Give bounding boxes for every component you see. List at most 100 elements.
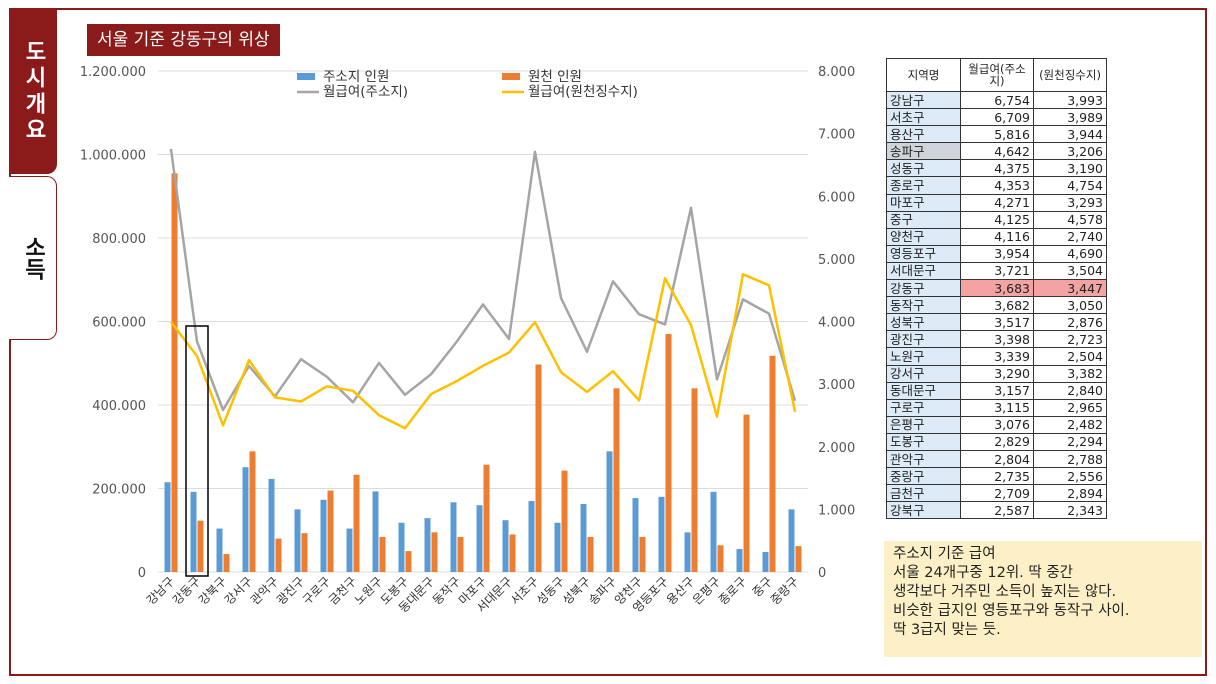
cell-salary-withholding: 2,965 [1033, 398, 1107, 417]
bar-address [216, 528, 223, 572]
table-row: 동작구 3,682 3,050 [886, 296, 1107, 315]
x-tick-label: 성북구 [560, 574, 593, 607]
y-right-tick-label: 5.000 [818, 253, 855, 268]
x-tick-label: 금천구 [325, 574, 359, 608]
cell-region: 양천구 [886, 227, 961, 246]
table-row: 광진구 3,398 2,723 [886, 330, 1107, 349]
cell-salary-withholding: 2,840 [1033, 381, 1107, 400]
bar-withholding [769, 355, 776, 572]
bar-withholding [301, 533, 308, 572]
bar-address [372, 491, 379, 572]
bar-withholding [613, 388, 620, 572]
table-row: 성동구 4,375 3,190 [886, 159, 1107, 178]
bar-address [242, 467, 249, 572]
cell-salary-address: 4,125 [960, 210, 1034, 229]
page-title: 서울 기준 강동구의 위상 [87, 24, 280, 56]
cell-salary-withholding: 3,050 [1033, 296, 1107, 315]
table-row: 강남구 6,754 3,993 [886, 90, 1107, 110]
table-row: 중구 4,125 4,578 [886, 210, 1107, 229]
cell-region: 중랑구 [886, 467, 961, 486]
cell-salary-withholding: 2,876 [1033, 313, 1107, 332]
table-row: 구로구 3,115 2,965 [886, 398, 1107, 417]
table-row: 강북구 2,587 2,343 [886, 501, 1107, 520]
cell-region: 영등포구 [886, 244, 961, 263]
bar-address [606, 451, 613, 572]
x-tick-label: 서초구 [508, 574, 541, 607]
bar-address [528, 501, 535, 572]
cell-salary-withholding: 2,894 [1033, 484, 1107, 503]
note-line: 주소지 기준 급여 [893, 546, 996, 562]
y-left-tick-label: 0 [138, 566, 146, 581]
table-row: 강서구 3,290 3,382 [886, 364, 1107, 383]
bar-withholding [405, 551, 412, 572]
cell-salary-withholding: 2,723 [1033, 330, 1107, 349]
bar-withholding [457, 536, 464, 572]
bar-address [320, 499, 327, 572]
line-salary-withholding [170, 273, 797, 430]
header-region: 지역명 [886, 58, 961, 92]
cell-salary-address: 2,587 [960, 501, 1034, 520]
bar-withholding [483, 464, 490, 572]
note-line: 서울 24개구중 12위. 딱 중간 [893, 565, 1074, 581]
x-tick-label: 강북구 [196, 574, 229, 607]
combo-chart: 0 200.000 400.000 600.000 800.000 1.000.000 1.… [80, 65, 855, 615]
tab-income[interactable]: 소득 [9, 176, 57, 340]
cell-salary-address: 3,683 [960, 279, 1034, 298]
cell-salary-address: 2,709 [960, 484, 1034, 503]
cell-salary-withholding: 2,294 [1033, 432, 1107, 451]
cell-salary-address: 4,642 [960, 142, 1034, 161]
x-tick-label: 노원구 [352, 574, 385, 607]
bar-address [632, 498, 639, 572]
cell-region: 강남구 [886, 90, 961, 110]
x-tick-label: 중랑구 [768, 574, 801, 607]
y-left-tick-label: 200.000 [92, 483, 146, 498]
cell-region: 강동구 [886, 279, 961, 298]
cell-salary-address: 5,816 [960, 125, 1034, 144]
bar-address [736, 549, 743, 572]
cell-salary-withholding: 3,504 [1033, 261, 1107, 281]
cell-salary-withholding: 2,556 [1033, 467, 1107, 486]
cell-region: 구로구 [886, 398, 961, 417]
cell-salary-address: 2,829 [960, 432, 1034, 451]
bar-address [580, 503, 587, 572]
cell-salary-withholding: 4,578 [1033, 210, 1107, 229]
cell-region: 용산구 [886, 125, 961, 144]
bar-withholding [795, 546, 802, 572]
x-tick-label: 종로구 [716, 574, 749, 607]
bar-withholding [535, 364, 542, 572]
note-box: 주소지 기준 급여 서울 24개구중 12위. 딱 중간 생각보다 거주민 소득… [884, 541, 1202, 657]
bar-address [164, 482, 171, 572]
highlight-box [185, 325, 209, 577]
table-row: 성북구 3,517 2,876 [886, 313, 1107, 332]
cell-salary-address: 3,721 [960, 261, 1034, 281]
cell-region: 동작구 [886, 296, 961, 315]
cell-salary-address: 4,375 [960, 159, 1034, 178]
cell-salary-withholding: 2,740 [1033, 227, 1107, 246]
cell-salary-address: 4,271 [960, 193, 1034, 212]
x-tick-label: 구로구 [300, 574, 333, 607]
cell-salary-withholding: 3,206 [1033, 142, 1107, 161]
y-right-tick-label: 3.000 [818, 378, 855, 393]
cell-salary-address: 3,339 [960, 347, 1034, 366]
table-row: 종로구 4,353 4,754 [886, 176, 1107, 195]
bar-withholding [561, 470, 568, 572]
cell-region: 마포구 [886, 193, 961, 212]
table-row: 강동구 3,683 3,447 [886, 279, 1107, 298]
note-line: 생각보다 거주민 소득이 높지는 않다. [893, 584, 1117, 600]
cell-salary-address: 3,517 [960, 313, 1034, 332]
cell-salary-withholding: 2,788 [1033, 449, 1107, 469]
cell-region: 성동구 [886, 159, 961, 178]
legend-label: 월급여(원천징수지) [528, 84, 638, 100]
table-row: 은평구 3,076 2,482 [886, 415, 1107, 434]
tab-city-overview[interactable]: 도시개요 [9, 10, 57, 174]
cell-salary-withholding: 2,343 [1033, 501, 1107, 520]
bar-address [658, 496, 665, 572]
y-left-tick-label: 400.000 [92, 399, 146, 414]
legend-swatch [297, 73, 315, 80]
y-right-tick-label: 1.000 [818, 503, 855, 518]
bar-withholding [249, 451, 256, 572]
bar-address [346, 528, 353, 572]
bar-withholding [743, 414, 750, 572]
cell-region: 광진구 [886, 330, 961, 349]
cell-region: 노원구 [886, 347, 961, 366]
